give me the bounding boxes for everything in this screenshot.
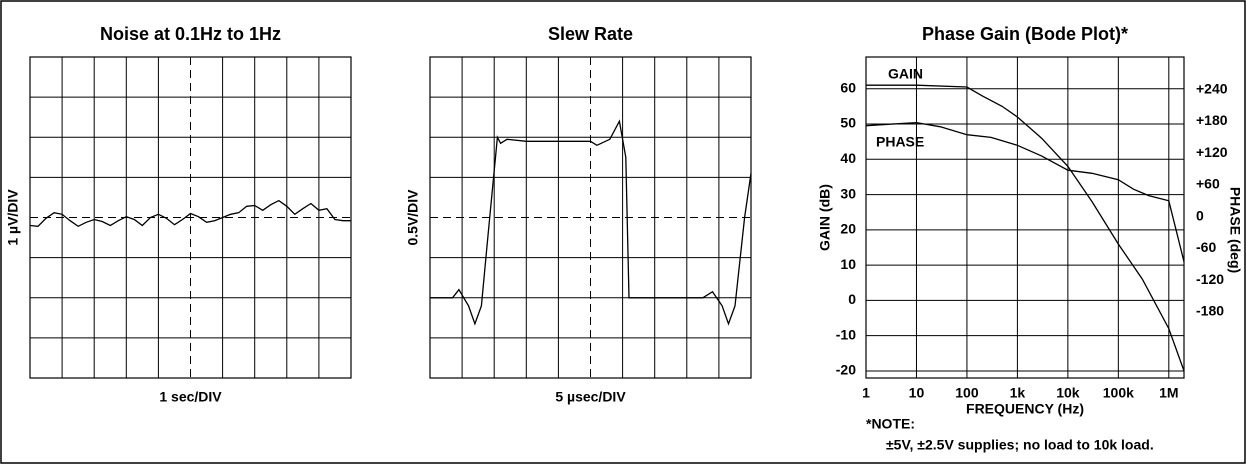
chart-title: Phase Gain (Bode Plot)* <box>922 24 1128 44</box>
trace <box>430 119 752 326</box>
plot-border <box>865 56 1185 379</box>
x-tick-label: 1M <box>1159 385 1178 401</box>
x-axis-label: 1 sec/DIV <box>159 389 222 405</box>
x-axis-label: FREQUENCY (Hz) <box>966 401 1084 417</box>
y2-tick-label: +60 <box>1196 176 1220 192</box>
y-axis-label: 1 µV/DIV <box>5 189 21 246</box>
y2-axis-label: PHASE (deg) <box>1227 187 1243 273</box>
x-axis-label: 5 µsec/DIV <box>555 389 626 405</box>
y-tick-label: 20 <box>840 221 856 237</box>
trace <box>29 199 351 228</box>
x-tick-label: 100k <box>1103 385 1134 401</box>
y2-tick-label: -60 <box>1196 239 1216 255</box>
x-tick-label: 10k <box>1056 385 1080 401</box>
y-tick-label: 50 <box>840 115 856 131</box>
y2-tick-label: 0 <box>1196 207 1204 223</box>
trace <box>866 84 1185 372</box>
chart-title: Slew Rate <box>548 24 633 44</box>
y-tick-label: 60 <box>840 79 856 95</box>
x-tick-label: 1 <box>862 385 870 401</box>
plot-border <box>29 56 352 379</box>
x-tick-label: 1k <box>1010 385 1026 401</box>
y-tick-label: 30 <box>840 185 856 201</box>
y2-tick-label: +240 <box>1196 80 1228 96</box>
y-tick-label: 10 <box>840 256 856 272</box>
x-tick-label: 10 <box>909 385 925 401</box>
plot-border <box>429 56 752 379</box>
y2-tick-label: +180 <box>1196 112 1228 128</box>
series-label: GAIN <box>888 66 923 82</box>
y-tick-label: -20 <box>836 362 856 378</box>
y-tick-label: 40 <box>840 150 856 166</box>
note-detail: ±5V, ±2.5V supplies; no load to 10k load… <box>886 437 1154 453</box>
trace <box>865 121 1185 262</box>
y2-tick-label: -180 <box>1196 303 1224 319</box>
y-tick-label: 0 <box>848 291 856 307</box>
y-tick-label: -10 <box>836 326 856 342</box>
y-axis-label: GAIN (dB) <box>817 184 833 251</box>
y2-tick-label: +120 <box>1196 144 1228 160</box>
x-tick-label: 100 <box>955 385 979 401</box>
series-label: PHASE <box>876 134 924 150</box>
y-axis-label: 0.5V/DIV <box>405 189 421 246</box>
note: *NOTE: <box>866 416 915 432</box>
chart-title: Noise at 0.1Hz to 1Hz <box>100 24 281 44</box>
y2-tick-label: -120 <box>1196 271 1224 287</box>
